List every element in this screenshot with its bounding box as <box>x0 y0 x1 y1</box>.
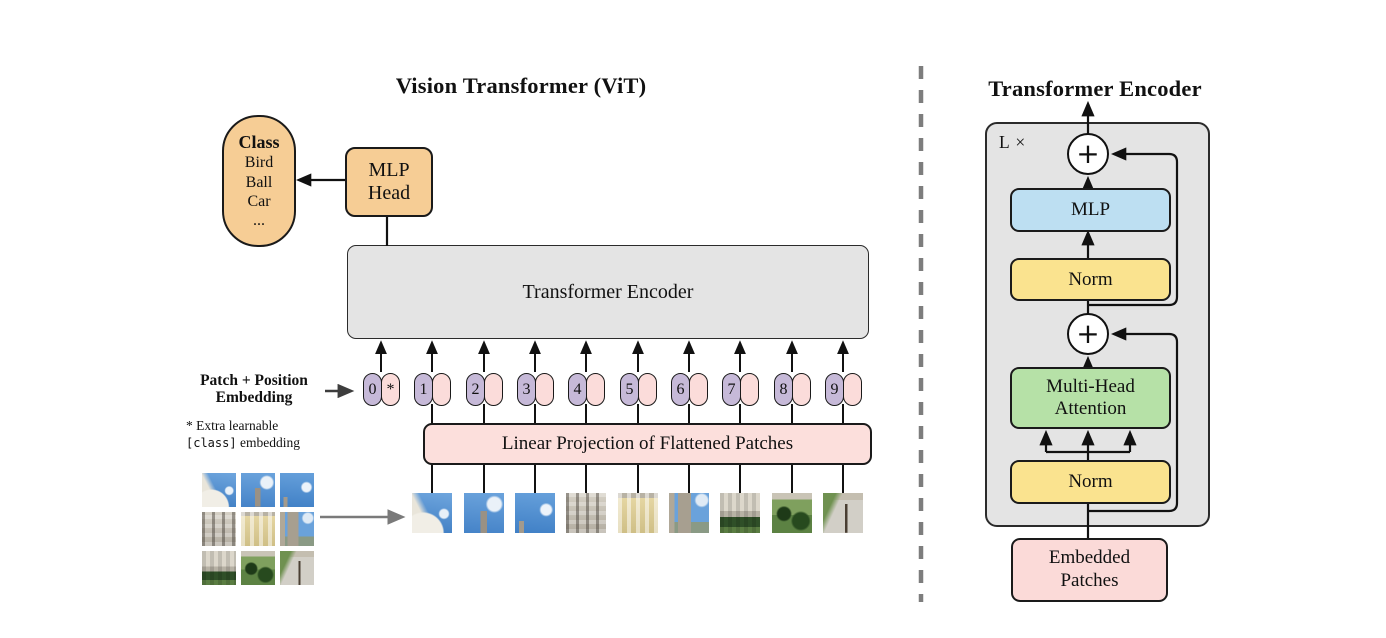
patch-embedding-pill <box>843 373 862 406</box>
source-image-cell-8 <box>241 551 275 585</box>
token-pair-4: 4 <box>568 373 605 406</box>
mha-label-line2: Attention <box>1054 398 1127 419</box>
class-item-car: Car <box>247 192 271 210</box>
class-token-pill: * <box>381 373 400 406</box>
position-embedding-pill: 7 <box>722 373 741 406</box>
patch-position-embedding-label: Patch + Position Embedding <box>178 372 330 406</box>
token-pair-6: 6 <box>671 373 708 406</box>
class-token-footnote: * Extra learnable [class] embedding <box>186 418 346 452</box>
left-panel-title: Vision Transformer (ViT) <box>395 73 647 98</box>
token-pair-3: 3 <box>517 373 554 406</box>
patch-embedding-pill <box>484 373 503 406</box>
add-node-bottom: + <box>1067 313 1109 355</box>
image-patch-5 <box>618 493 658 533</box>
image-patch-3 <box>515 493 555 533</box>
position-embedding-pill: 5 <box>620 373 639 406</box>
add-node-top: + <box>1067 133 1109 175</box>
footnote-suffix: embedding <box>236 434 300 450</box>
token-pair-0: 0 * <box>363 373 400 406</box>
class-output-pill: Class Bird Ball Car ... <box>222 115 296 247</box>
image-patch-6 <box>669 493 709 533</box>
mlp-head-box: MLP Head <box>345 147 433 217</box>
footnote-line1: * Extra learnable <box>186 418 279 433</box>
patch-embedding-pill <box>689 373 708 406</box>
position-embedding-pill: 9 <box>825 373 844 406</box>
patch-embedding-pill <box>432 373 451 406</box>
mlp-label: MLP <box>1070 199 1111 221</box>
class-item-ball: Ball <box>245 173 273 191</box>
image-patch-4 <box>566 493 606 533</box>
class-item-bird: Bird <box>244 154 274 172</box>
source-image-cell-7 <box>202 551 236 585</box>
patch-embedding-pill <box>638 373 657 406</box>
patch-embedding-pill <box>586 373 605 406</box>
token-pair-7: 7 <box>722 373 759 406</box>
lines-tokens-to-linear-projection <box>431 404 844 425</box>
plus-icon: + <box>1076 136 1100 170</box>
position-embedding-pill: 2 <box>466 373 485 406</box>
token-pair-8: 8 <box>774 373 811 406</box>
transformer-encoder-label: Transformer Encoder <box>522 280 694 303</box>
embedding-label-line2: Embedding <box>215 388 293 406</box>
class-header: Class <box>238 131 280 152</box>
source-image-cell-6 <box>280 512 314 546</box>
class-token-code: [class] <box>186 435 237 450</box>
position-embedding-pill: 8 <box>774 373 793 406</box>
norm-top-label: Norm <box>1068 268 1113 290</box>
source-image-cell-5 <box>241 512 275 546</box>
residual-connection-top <box>1088 147 1179 307</box>
footnote-line2: [class] embedding <box>186 435 346 452</box>
token-pair-2: 2 <box>466 373 503 406</box>
lines-linear-projection-to-patches <box>431 461 844 497</box>
embedded-patches-line1: Embedded <box>1048 547 1131 569</box>
token-pair-5: 5 <box>620 373 657 406</box>
norm-bottom-label: Norm <box>1068 471 1113 493</box>
multi-head-attention-box: Multi-Head Attention <box>1010 367 1171 429</box>
source-image-cell-9 <box>280 551 314 585</box>
position-embedding-pill: 4 <box>568 373 587 406</box>
position-embedding-pill: 0 <box>363 373 382 406</box>
mlp-head-label-line2: Head <box>367 182 411 204</box>
image-patch-8 <box>772 493 812 533</box>
qkv-arrows-into-mha <box>1039 429 1137 460</box>
linear-projection-label: Linear Projection of Flattened Patches <box>501 433 794 454</box>
embedded-patches-box: Embedded Patches <box>1011 538 1168 602</box>
embedding-label-line1: Patch + Position <box>200 372 308 389</box>
residual-connection-bottom <box>1088 327 1179 513</box>
source-image-cell-1 <box>202 473 236 507</box>
class-item-ellipsis: ... <box>253 211 265 229</box>
mha-label-line1: Multi-Head <box>1046 376 1135 398</box>
patch-embedding-pill <box>792 373 811 406</box>
plus-icon: + <box>1076 316 1100 350</box>
token-pair-1: 1 <box>414 373 451 406</box>
source-image-cell-2 <box>241 473 275 507</box>
loop-count-label: L × <box>999 132 1027 152</box>
right-panel-title: Transformer Encoder <box>988 76 1202 101</box>
linear-projection-box: Linear Projection of Flattened Patches <box>423 423 872 465</box>
embedded-patches-line2: Patches <box>1060 570 1119 591</box>
image-patch-7 <box>720 493 760 533</box>
source-image-cell-3 <box>280 473 314 507</box>
image-patch-1 <box>412 493 452 533</box>
transformer-encoder-box: Transformer Encoder <box>347 245 869 339</box>
mlp-box: MLP <box>1010 188 1171 232</box>
mlp-head-label-line1: MLP <box>368 159 410 181</box>
patch-embedding-pill <box>740 373 759 406</box>
arrows-tokens-to-encoder <box>375 340 849 372</box>
patch-embedding-pill <box>535 373 554 406</box>
token-pair-9: 9 <box>825 373 862 406</box>
norm-box-bottom: Norm <box>1010 460 1171 504</box>
position-embedding-pill: 6 <box>671 373 690 406</box>
position-embedding-pill: 1 <box>414 373 433 406</box>
norm-box-top: Norm <box>1010 258 1171 301</box>
image-patch-2 <box>464 493 504 533</box>
position-embedding-pill: 3 <box>517 373 536 406</box>
source-image-cell-4 <box>202 512 236 546</box>
image-patch-9 <box>823 493 863 533</box>
